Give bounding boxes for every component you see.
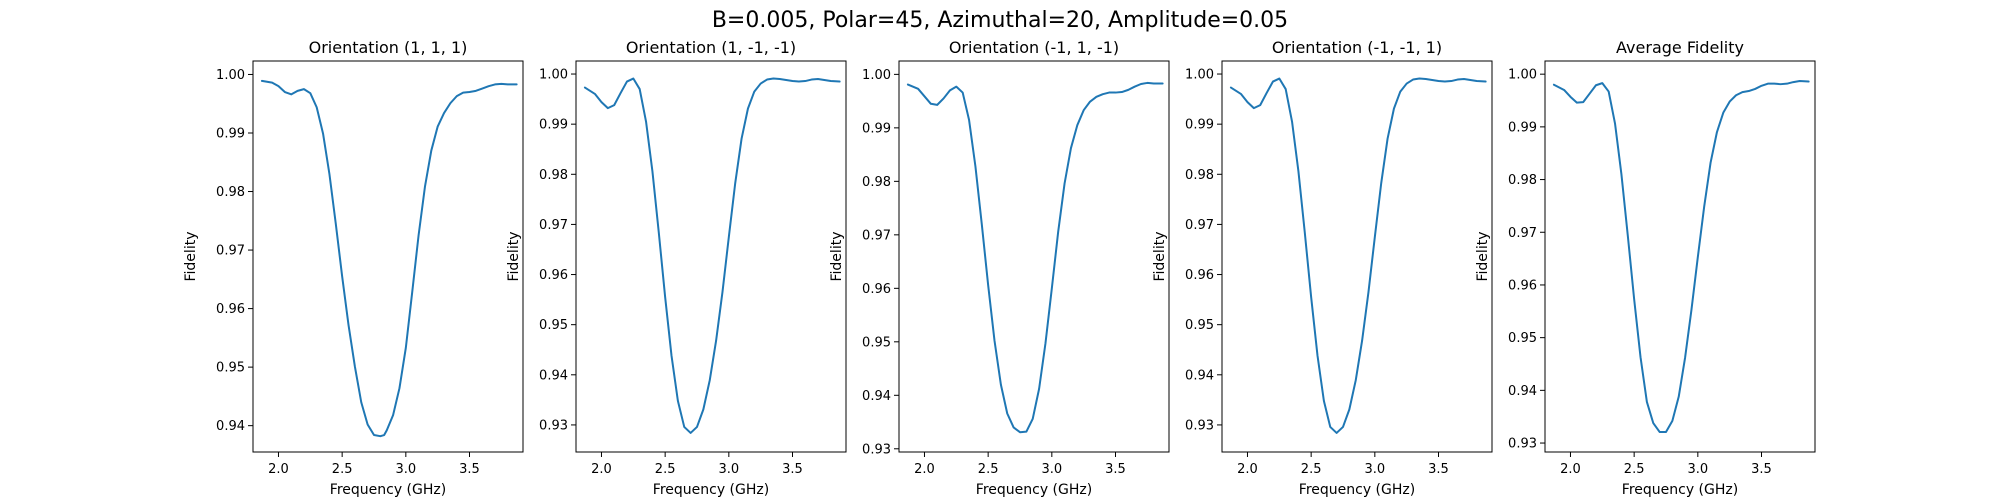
panel-title: Orientation (1, -1, -1) <box>626 38 796 57</box>
axes-frame <box>575 60 847 453</box>
y-tick-label: 1.00 <box>1185 68 1214 83</box>
chart-panel-3: Orientation (-1, 1, -1) 2.0 2.5 3.0 3.5 0.93 0… <box>829 38 1170 498</box>
y-tick-label: 0.97 <box>1508 226 1537 241</box>
y-tick-label: 0.98 <box>1508 173 1537 188</box>
x-tick-label: 3.0 <box>1364 462 1385 477</box>
chart-panel-2: Orientation (1, -1, -1) 2.0 2.5 3.0 3.5 0.93 0… <box>506 38 847 498</box>
x-tick-label: 3.5 <box>1105 462 1126 477</box>
series-line <box>1229 77 1487 434</box>
y-tick-label: 0.97 <box>862 228 891 243</box>
x-tick-label: 2.0 <box>591 462 612 477</box>
y-tick-label: 0.94 <box>216 419 245 434</box>
x-tick-label: 3.0 <box>395 462 416 477</box>
x-tick-label: 2.5 <box>1624 462 1645 477</box>
y-tick-label: 0.96 <box>216 302 245 317</box>
x-tick-label: 3.5 <box>1428 462 1449 477</box>
panel-title: Orientation (1, 1, 1) <box>309 38 468 57</box>
axes-frame <box>1544 60 1816 453</box>
y-tick-label: 0.95 <box>862 335 891 350</box>
y-axis-label: Fidelity <box>1475 232 1491 282</box>
series-line <box>1552 80 1810 433</box>
y-tick-label: 0.97 <box>1185 218 1214 233</box>
y-tick-label: 0.94 <box>1508 384 1537 399</box>
x-tick-label: 2.5 <box>1301 462 1322 477</box>
x-axis-label: Frequency (GHz) <box>1622 482 1738 498</box>
y-tick-label: 0.95 <box>539 318 568 333</box>
y-tick-label: 0.95 <box>1508 331 1537 346</box>
panel-title: Orientation (-1, 1, -1) <box>949 38 1119 57</box>
panel-title: Average Fidelity <box>1616 38 1744 57</box>
y-tick-label: 0.98 <box>862 175 891 190</box>
x-tick-label: 2.0 <box>914 462 935 477</box>
x-axis-label: Frequency (GHz) <box>1299 482 1415 498</box>
x-tick-label: 3.0 <box>718 462 739 477</box>
y-tick-label: 0.93 <box>539 418 568 433</box>
y-tick-label: 0.99 <box>216 126 245 141</box>
y-tick-label: 0.94 <box>862 389 891 404</box>
chart-panel-4: Orientation (-1, -1, 1) 2.0 2.5 3.0 3.5 0.93 0… <box>1152 38 1493 498</box>
y-tick-label: 0.97 <box>216 244 245 259</box>
axes-frame <box>898 60 1170 453</box>
y-tick-label: 0.95 <box>216 361 245 376</box>
x-tick-label: 2.5 <box>978 462 999 477</box>
y-tick-label: 1.00 <box>1508 68 1537 83</box>
x-tick-label: 3.0 <box>1041 462 1062 477</box>
x-tick-label: 3.5 <box>782 462 803 477</box>
y-tick-label: 0.97 <box>539 218 568 233</box>
x-axis-label: Frequency (GHz) <box>330 482 446 498</box>
x-axis-label: Frequency (GHz) <box>653 482 769 498</box>
chart-panels: Orientation (1, 1, 1) 2.0 2.5 3.0 3.5 0.94 0.9… <box>183 38 1816 498</box>
y-tick-label: 1.00 <box>539 68 568 83</box>
x-tick-label: 3.5 <box>459 462 480 477</box>
y-tick-label: 0.93 <box>1508 437 1537 452</box>
figure-suptitle: B=0.005, Polar=45, Azimuthal=20, Amplitu… <box>712 8 1288 33</box>
series-line <box>260 79 518 438</box>
y-tick-label: 0.99 <box>539 118 568 133</box>
y-tick-label: 0.96 <box>539 268 568 283</box>
y-tick-label: 0.93 <box>1185 418 1214 433</box>
y-tick-label: 0.94 <box>539 368 568 383</box>
y-axis-label: Fidelity <box>829 232 845 282</box>
y-tick-label: 0.96 <box>862 282 891 297</box>
y-tick-label: 0.93 <box>862 442 891 457</box>
y-tick-label: 0.96 <box>1185 268 1214 283</box>
y-tick-label: 0.99 <box>862 121 891 136</box>
series-line <box>906 81 1164 434</box>
x-tick-label: 3.5 <box>1751 462 1772 477</box>
y-tick-label: 0.98 <box>1185 168 1214 183</box>
y-tick-label: 0.99 <box>1508 120 1537 135</box>
y-tick-label: 0.96 <box>1508 278 1537 293</box>
x-tick-label: 2.0 <box>268 462 289 477</box>
y-tick-label: 1.00 <box>862 68 891 83</box>
panel-title: Orientation (-1, -1, 1) <box>1272 38 1442 57</box>
chart-panel-5: Average Fidelity 2.0 2.5 3.0 3.5 0.93 0.94 0.95… <box>1475 38 1816 498</box>
y-tick-label: 1.00 <box>216 68 245 83</box>
y-tick-label: 0.98 <box>216 185 245 200</box>
x-axis-label: Frequency (GHz) <box>976 482 1092 498</box>
x-tick-label: 2.5 <box>655 462 676 477</box>
y-axis-label: Fidelity <box>506 232 522 282</box>
x-tick-label: 2.0 <box>1237 462 1258 477</box>
y-axis-label: Fidelity <box>1152 232 1168 282</box>
x-tick-label: 2.5 <box>332 462 353 477</box>
y-tick-label: 0.98 <box>539 168 568 183</box>
x-tick-label: 3.0 <box>1687 462 1708 477</box>
y-tick-label: 0.99 <box>1185 118 1214 133</box>
series-line <box>583 77 841 434</box>
axes-frame <box>252 60 524 453</box>
y-tick-label: 0.94 <box>1185 368 1214 383</box>
chart-panel-1: Orientation (1, 1, 1) 2.0 2.5 3.0 3.5 0.94 0.9… <box>183 38 524 498</box>
y-axis-label: Fidelity <box>183 232 199 282</box>
x-tick-label: 2.0 <box>1560 462 1581 477</box>
y-tick-label: 0.95 <box>1185 318 1214 333</box>
axes-frame <box>1221 60 1493 453</box>
